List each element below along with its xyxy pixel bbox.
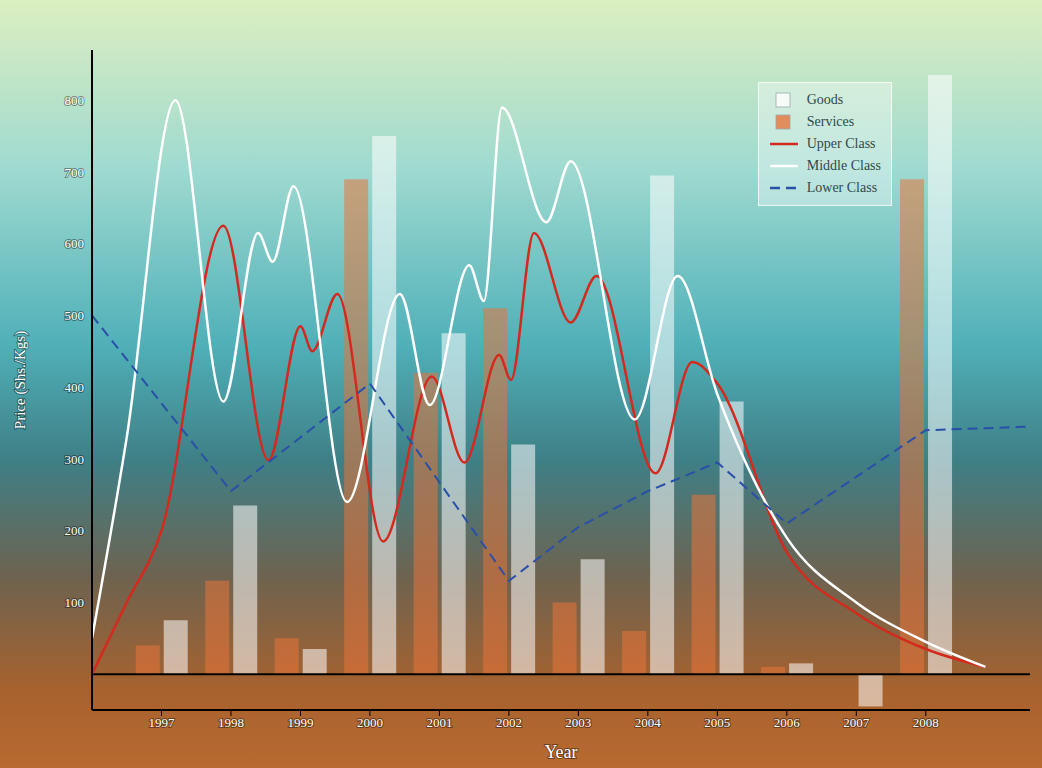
html-text:Services: Services [806, 114, 855, 129]
svg-text:2003: 2003 [565, 715, 591, 730]
svg-text:400: 400 [65, 380, 85, 395]
html-text:Upper Class: Upper Class [806, 136, 876, 151]
svg-text:Price (Shs./Kgs): Price (Shs./Kgs) [12, 331, 29, 429]
svg-text:2006: 2006 [774, 715, 801, 730]
svg-text:100: 100 [65, 595, 85, 610]
html-text:Goods: Goods [806, 92, 844, 107]
html-text:Lower Class: Lower Class [806, 180, 878, 195]
svg-text:2004: 2004 [635, 715, 662, 730]
svg-text:500: 500 [65, 308, 85, 323]
html-text:Middle Class: Middle Class [806, 158, 881, 173]
svg-text:2005: 2005 [704, 715, 730, 730]
svg-text:800: 800 [65, 93, 85, 108]
svg-text:1998: 1998 [218, 715, 244, 730]
svg-text:2000: 2000 [357, 715, 383, 730]
svg-text:2008: 2008 [913, 715, 939, 730]
svg-text:1997: 1997 [148, 715, 175, 730]
svg-text:700: 700 [65, 165, 85, 180]
svg-text:600: 600 [65, 236, 85, 251]
svg-text:300: 300 [65, 452, 85, 467]
svg-text:2002: 2002 [496, 715, 522, 730]
svg-text:Year: Year [544, 742, 577, 762]
svg-text:2007: 2007 [843, 715, 870, 730]
svg-text:2001: 2001 [426, 715, 452, 730]
svg-text:1999: 1999 [287, 715, 313, 730]
svg-text:200: 200 [65, 523, 85, 538]
